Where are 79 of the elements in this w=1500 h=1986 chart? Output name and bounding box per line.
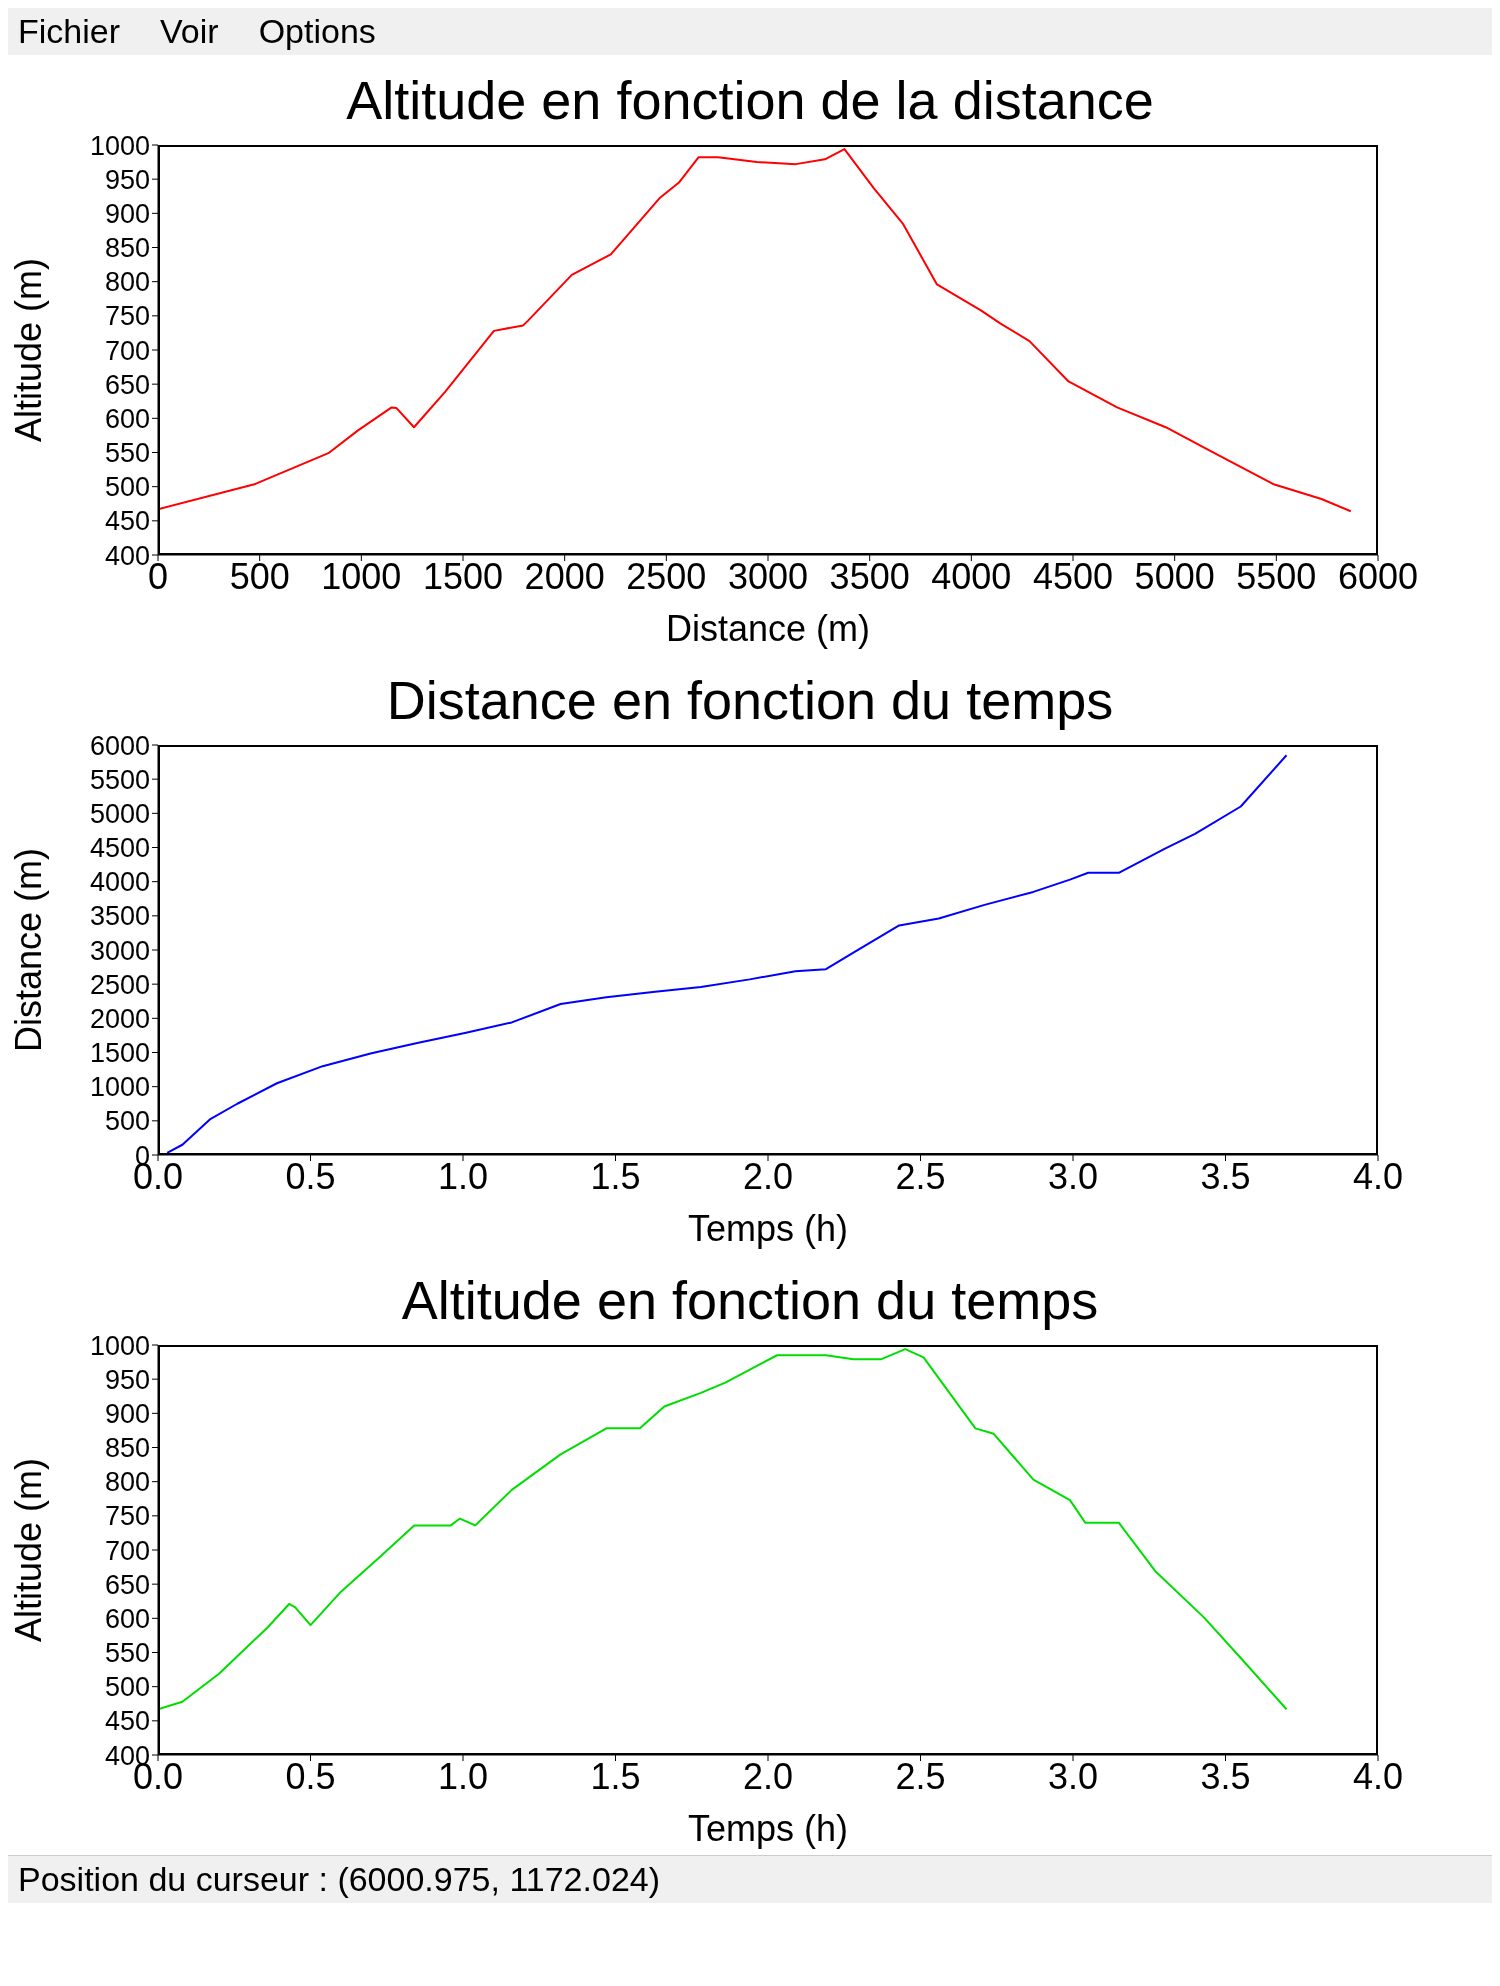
- y-tick-label: 2000: [89, 1003, 150, 1034]
- y-tick-label: 850: [104, 233, 150, 264]
- y-tick-label: 1000: [89, 1330, 150, 1361]
- y-tick-label: 800: [104, 267, 150, 298]
- y-axis-title: Distance (m): [7, 847, 49, 1053]
- x-tick-label: 3.0: [1047, 1155, 1099, 1197]
- x-tick-label: 4000: [931, 555, 1012, 597]
- y-tick-label: 900: [104, 198, 150, 229]
- y-tick-label: 3000: [89, 935, 150, 966]
- chart-title: Altitude en fonction du temps: [401, 1270, 1099, 1330]
- x-axis-title: Temps (h): [687, 1208, 849, 1249]
- y-axis-title: Altitude (m): [7, 1457, 49, 1643]
- x-tick-label: 1000: [321, 555, 402, 597]
- x-tick-label: 4500: [1032, 555, 1114, 597]
- text: Fichier: [18, 12, 121, 51]
- y-tick-label: 900: [104, 1398, 150, 1429]
- x-tick-label: 1500: [422, 555, 504, 597]
- text: Position du curseur : (6000.975, 1172.024): [18, 1860, 661, 1899]
- y-tick-label: 950: [104, 1364, 150, 1395]
- x-tick-label: 2500: [626, 555, 707, 597]
- text: Options: [258, 12, 376, 51]
- x-tick-label: 4.0: [1352, 1755, 1404, 1797]
- y-tick-label: 5500: [89, 764, 150, 795]
- x-tick-label: 3.5: [1200, 1155, 1251, 1197]
- x-tick-label: 3500: [829, 555, 910, 597]
- y-tick-label: 2500: [89, 969, 150, 1000]
- x-tick-label: 6000: [1337, 555, 1419, 597]
- x-axis-title: Temps (h): [687, 1808, 849, 1849]
- x-tick-label: 0.5: [285, 1755, 336, 1797]
- y-tick-label: 4000: [89, 867, 150, 898]
- y-tick-label: 450: [104, 506, 150, 537]
- y-tick-label: 1000: [89, 1072, 150, 1103]
- x-tick-label: 2.5: [895, 1155, 946, 1197]
- y-tick-label: 550: [104, 1638, 150, 1669]
- y-tick-label: 450: [104, 1706, 150, 1737]
- y-tick-label: 750: [104, 1501, 150, 1532]
- x-tick-label: 2000: [524, 555, 605, 597]
- y-tick-label: 700: [104, 335, 150, 366]
- y-tick-label: 800: [104, 1467, 150, 1498]
- y-tick-label: 700: [104, 1535, 150, 1566]
- x-tick-label: 1.0: [437, 1155, 489, 1197]
- y-tick-label: 950: [104, 164, 150, 195]
- x-tick-label: 2.0: [742, 1755, 794, 1797]
- x-tick-label: 0.5: [285, 1155, 336, 1197]
- y-tick-label: 850: [104, 1433, 150, 1464]
- y-tick-label: 400: [104, 540, 150, 571]
- y-tick-label: 5000: [89, 798, 150, 829]
- line-series: [158, 1348, 1288, 1711]
- x-tick-label: 500: [229, 555, 290, 597]
- x-axis-title: Distance (m): [665, 608, 871, 649]
- y-tick-label: 6000: [89, 730, 150, 761]
- x-tick-label: 5000: [1134, 555, 1215, 597]
- y-tick-label: 650: [104, 1569, 150, 1600]
- y-tick-label: 500: [104, 1672, 150, 1703]
- y-tick-label: 1000: [89, 130, 150, 161]
- x-tick-label: 2.5: [895, 1755, 946, 1797]
- text: Voir: [160, 12, 219, 51]
- chart-title: Altitude en fonction de la distance: [346, 70, 1154, 130]
- y-tick-label: 600: [104, 1603, 150, 1634]
- y-tick-label: 550: [104, 438, 150, 469]
- x-tick-label: 2.0: [742, 1155, 794, 1197]
- chart-title: Distance en fonction du temps: [386, 670, 1114, 730]
- y-axis-title: Altitude (m): [7, 257, 49, 443]
- x-tick-label: 3000: [727, 555, 809, 597]
- x-tick-label: 3.5: [1200, 1755, 1251, 1797]
- y-tick-label: 750: [104, 301, 150, 332]
- y-tick-label: 3500: [89, 901, 150, 932]
- x-tick-label: 4.0: [1352, 1155, 1404, 1197]
- x-tick-label: 1.5: [590, 1755, 641, 1797]
- y-tick-label: 600: [104, 403, 150, 434]
- x-tick-label: 3.0: [1047, 1755, 1099, 1797]
- x-tick-label: 1.0: [437, 1755, 489, 1797]
- y-tick-label: 650: [104, 369, 150, 400]
- y-tick-label: 1500: [89, 1038, 150, 1069]
- x-tick-label: 5500: [1236, 555, 1317, 597]
- x-tick-label: 1.5: [590, 1155, 641, 1197]
- y-tick-label: 4500: [89, 833, 150, 864]
- y-tick-label: 500: [104, 472, 150, 503]
- y-tick-label: 500: [104, 1106, 150, 1137]
